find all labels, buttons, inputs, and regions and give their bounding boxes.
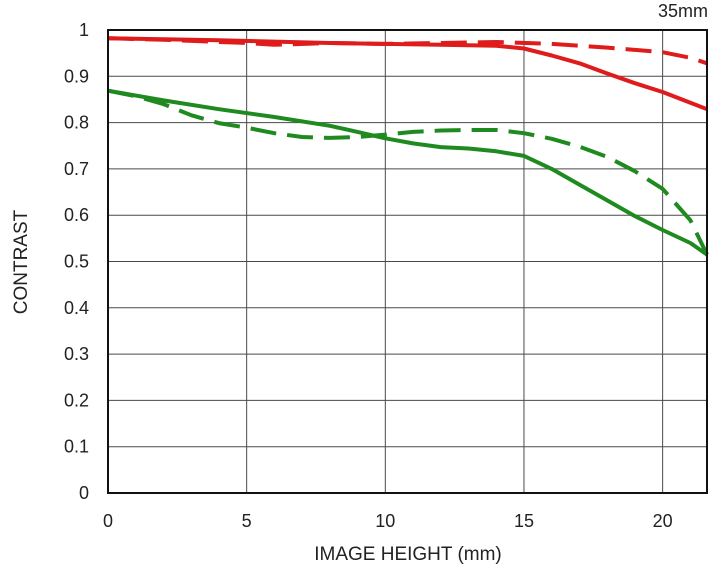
series-line-1	[107, 36, 708, 112]
y-tick-label: 0.7	[64, 159, 89, 179]
plot-frame	[107, 29, 708, 494]
corner-label: 35mm	[658, 1, 708, 21]
y-tick-label: 0.4	[64, 298, 89, 318]
y-tick-label: 0.5	[64, 252, 89, 272]
x-tick-label: 15	[514, 511, 534, 531]
x-axis-title: IMAGE HEIGHT (mm)	[314, 544, 502, 565]
series-lines	[107, 36, 709, 257]
y-tick-label: 0.6	[64, 205, 89, 225]
y-axis-title: CONTRAST	[11, 209, 32, 314]
y-tick-label: 0.8	[64, 113, 89, 133]
y-tick-label: 1	[79, 20, 89, 40]
y-tick-label: 0.9	[64, 66, 89, 86]
series-line-2	[107, 36, 708, 66]
series-line-3	[107, 88, 709, 257]
series-line-4	[107, 88, 709, 256]
tick-labels: 00.10.20.30.40.50.60.70.80.910 5 10 15 20	[64, 20, 673, 531]
x-tick-label: 5	[242, 511, 252, 531]
y-tick-label: 0	[79, 483, 89, 503]
x-tick-label: 20	[653, 511, 673, 531]
grid	[107, 29, 707, 494]
x-tick-label: 0	[103, 511, 113, 531]
y-tick-label: 0.3	[64, 344, 89, 364]
y-tick-label: 0.1	[64, 437, 89, 457]
x-tick-label: 10	[375, 511, 395, 531]
y-tick-label: 0.2	[64, 390, 89, 410]
